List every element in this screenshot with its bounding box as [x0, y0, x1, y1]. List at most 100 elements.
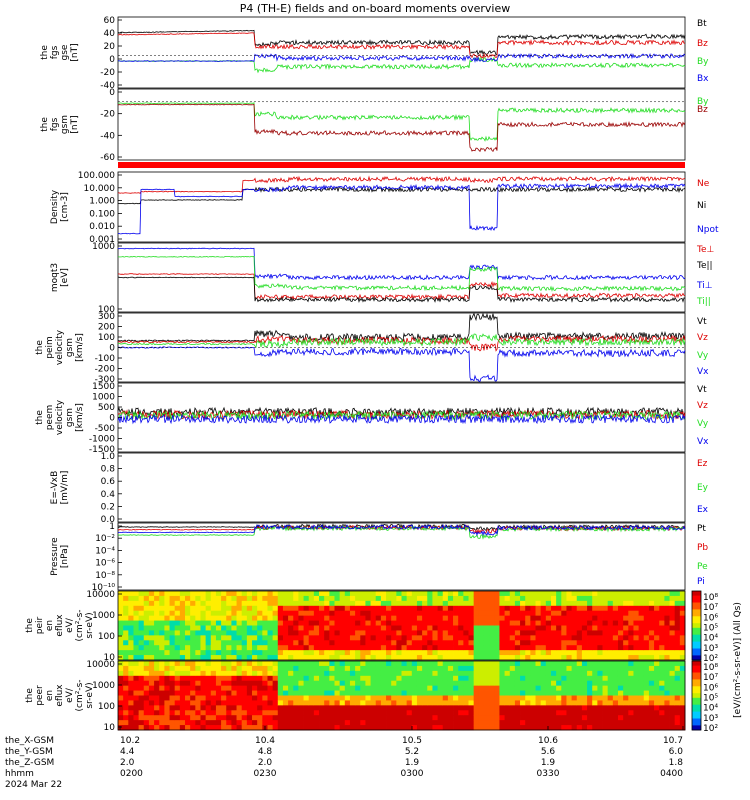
- heatmap-cell: [355, 685, 361, 691]
- y-tick-label: -40: [100, 81, 115, 91]
- heatmap-cell: [463, 725, 469, 731]
- heatmap-cell: [154, 695, 160, 701]
- heatmap-cell: [463, 720, 469, 726]
- heatmap-cell: [535, 630, 542, 636]
- heatmap-cell: [148, 685, 155, 691]
- heatmap-cell: [489, 675, 495, 682]
- heatmap-cell: [561, 685, 567, 691]
- heatmap-cell: [576, 635, 583, 641]
- heatmap-cell: [246, 610, 253, 617]
- heatmap-cell: [535, 715, 542, 721]
- heatmap-cell: [200, 695, 207, 701]
- heatmap-cell: [128, 725, 134, 731]
- heatmap-cell: [226, 700, 232, 706]
- colorbar-tick: 10²: [703, 724, 718, 734]
- heatmap-cell: [406, 650, 413, 656]
- colorbar-step: [692, 713, 701, 717]
- heatmap-cell: [494, 615, 500, 621]
- heatmap-cell: [210, 710, 217, 716]
- heatmap-cell: [339, 595, 346, 602]
- heatmap-cell: [623, 630, 629, 636]
- heatmap-cell: [664, 610, 670, 617]
- heatmap-cell: [545, 720, 552, 726]
- heatmap-cell: [648, 670, 655, 677]
- heatmap-cell: [592, 685, 598, 691]
- heatmap-cell: [525, 715, 531, 721]
- heatmap-cell: [123, 715, 129, 721]
- y-tick-label: 0.001: [89, 235, 115, 245]
- heatmap-cell: [401, 710, 408, 716]
- heatmap-cell: [571, 685, 578, 691]
- heatmap-cell: [664, 645, 670, 651]
- heatmap-cell: [313, 720, 320, 726]
- heatmap-cell: [231, 670, 237, 677]
- y-axis-label: [nT]: [70, 43, 80, 61]
- heatmap-cell: [473, 591, 480, 597]
- heatmap-cell: [648, 620, 655, 626]
- heatmap-cell: [576, 695, 583, 701]
- y-tick-label: 1: [109, 522, 115, 532]
- heatmap-cell: [252, 600, 258, 607]
- heatmap-cell: [349, 605, 356, 612]
- heatmap-cell: [252, 700, 258, 706]
- heatmap-cell: [179, 700, 186, 706]
- heatmap-cell: [174, 625, 181, 631]
- heatmap-cell: [437, 690, 444, 696]
- heatmap-cell: [164, 665, 170, 672]
- heatmap-cell: [154, 680, 160, 687]
- heatmap-cell: [174, 670, 181, 677]
- heatmap-cell: [262, 591, 268, 597]
- heatmap-cell: [380, 630, 387, 636]
- heatmap-cell: [355, 695, 361, 701]
- heatmap-cell: [375, 600, 382, 607]
- heatmap-cell: [355, 625, 361, 631]
- x-tick-label: 4.8: [258, 747, 273, 757]
- heatmap-cell: [566, 591, 572, 597]
- heatmap-cell: [447, 625, 454, 631]
- heatmap-cell: [509, 661, 516, 667]
- heatmap-cell: [453, 685, 459, 691]
- heatmap-cell: [623, 680, 629, 687]
- heatmap-cell: [587, 630, 593, 636]
- heatmap-cell: [674, 705, 681, 711]
- heatmap-cell: [185, 635, 191, 641]
- heatmap-cell: [148, 600, 155, 607]
- heatmap-cell: [509, 600, 516, 607]
- heatmap-cell: [133, 640, 140, 646]
- heatmap-cell: [226, 665, 232, 672]
- heatmap-cell: [489, 620, 495, 626]
- heatmap-cell: [432, 645, 438, 651]
- heatmap-cell: [612, 670, 619, 677]
- heatmap-cell: [437, 670, 444, 677]
- heatmap-cell: [509, 670, 516, 677]
- heatmap-cell: [133, 615, 140, 621]
- heatmap-cell: [252, 620, 258, 626]
- heatmap-cell: [298, 665, 304, 672]
- heatmap-cell: [386, 625, 392, 631]
- heatmap-cell: [432, 591, 438, 597]
- heatmap-cell: [550, 630, 557, 636]
- heatmap-cell: [293, 675, 299, 682]
- heatmap-cell: [607, 690, 614, 696]
- heatmap-cell: [246, 625, 253, 631]
- x-row-label: hhmm: [5, 769, 34, 779]
- heatmap-cell: [458, 710, 464, 716]
- heatmap-cell: [540, 610, 547, 617]
- heatmap-cell: [215, 630, 222, 636]
- heatmap-cell: [530, 635, 536, 641]
- heatmap-cell: [509, 655, 516, 661]
- heatmap-cell: [221, 610, 227, 617]
- heatmap-cell: [288, 650, 294, 656]
- heatmap-cell: [442, 625, 449, 631]
- heatmap-cell: [447, 700, 454, 706]
- heatmap-cell: [329, 661, 335, 667]
- heatmap-cell: [298, 670, 304, 677]
- heatmap-cell: [442, 725, 449, 731]
- heatmap-cell: [190, 695, 196, 701]
- legend-Te||: Te||: [696, 261, 713, 271]
- heatmap-cell: [499, 720, 505, 726]
- heatmap-cell: [386, 595, 392, 602]
- heatmap-cell: [633, 600, 639, 607]
- heatmap-cell: [380, 591, 387, 597]
- heatmap-cell: [638, 600, 645, 607]
